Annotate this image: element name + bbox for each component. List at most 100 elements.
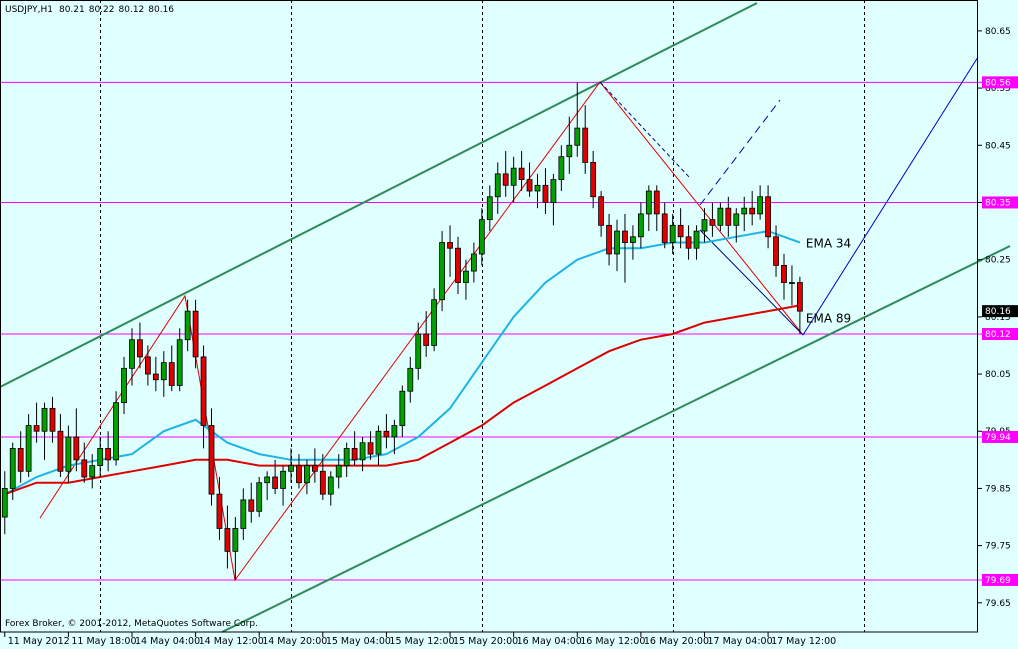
candle-body [304,465,310,484]
candle-body [765,196,771,238]
x-tick-label: 11 May 18:00 [71,636,136,647]
quote-low: 80.12 [119,5,145,15]
level-label-box [982,573,1018,586]
candle-body [645,190,652,215]
candle-body [192,310,199,358]
candle-body [375,430,382,455]
candle-body [343,448,350,466]
candle-body [423,333,430,346]
y-tick-label: 79.65 [985,599,1011,609]
level-label-box [982,430,1018,443]
quote-high: 80.22 [89,5,115,15]
candle-body [502,173,509,186]
zigzag [39,81,804,582]
candle-body [622,230,628,243]
x-tick-label: 17 May 04:00 [707,636,772,647]
level-label-box [982,76,1018,89]
candle-body [319,470,326,495]
candle-body [351,448,358,461]
candle-body [17,448,24,472]
candle-body [526,179,533,192]
y-tick-label: 80.65 [985,27,1011,37]
candle-body [288,465,294,472]
candle-body [176,339,183,386]
candle-body [725,207,732,226]
candle-body [200,356,207,426]
x-tick-label: 15 May 04:00 [326,636,391,647]
ema-line [4,230,801,496]
candle-body [137,339,143,358]
candle-body [653,190,660,215]
candle-body [590,162,597,198]
levels [0,81,1018,581]
candle-body [216,493,223,529]
candle-body [359,442,366,461]
candle-body [415,333,422,369]
moving-averages: EMA 34 EMA 89 [4,230,851,496]
candle-body [1,488,8,518]
candle-body [510,167,517,186]
x-tick-label: 15 May 12:00 [389,636,454,647]
candle-body [637,213,644,238]
header: USDJPY,H1 80.21 80.22 80.12 80.16 [5,5,174,15]
candle-body [478,219,485,255]
dashed-projection [699,99,781,206]
candle-body [789,282,795,284]
candle-body [470,253,477,272]
level-label: 80.35 [985,198,1011,208]
candle-body [558,156,565,180]
candle-body [272,476,279,489]
candle-body [518,167,525,180]
channel-upper [0,2,758,388]
candle-body [232,528,239,552]
candle-body [542,184,549,203]
candle-body [534,184,541,192]
candle-body [256,482,263,512]
x-tick-label: 11 May 2012 [8,636,70,647]
candle-body [391,425,398,438]
candle-body [49,407,56,432]
candle-body [57,430,64,472]
candle-body [574,127,581,146]
candle-body [168,362,175,386]
last-price-box [982,305,1018,318]
y-tick-label: 80.55 [985,84,1011,94]
candle-body [439,242,445,301]
ema-label: EMA 89 [806,311,851,325]
candle-body [65,436,72,472]
axes: 80.6580.5580.4580.3580.2580.1580.0579.95… [4,27,1018,647]
trend-line [699,229,804,336]
candle-body [113,402,119,461]
candle-body [152,373,159,381]
candle-body [9,448,16,489]
candle-body [669,224,676,243]
projection-line [802,56,979,336]
quote-open: 80.21 [59,5,85,15]
x-tick-label: 16 May 04:00 [517,636,582,647]
candle-body [184,310,191,341]
x-tick-label: 14 May 20:00 [262,636,327,647]
candle-body [598,196,605,226]
candle-body [447,242,453,249]
candle-body [311,465,318,472]
candle-body [25,425,32,472]
candle-body [630,236,636,243]
candle-body [399,390,406,426]
candle-body [105,448,112,461]
level-label: 79.94 [985,433,1011,443]
y-tick-label: 80.45 [985,141,1011,151]
plot-frame [0,0,978,633]
x-tick-label: 14 May 12:00 [199,636,264,647]
channel-lower [221,245,1011,633]
quote-close: 80.16 [148,5,174,15]
candle-body [248,499,255,512]
candle-body [41,407,48,432]
candle-body [121,367,127,404]
candle-body [455,247,461,283]
candle-body [89,465,96,478]
y-tick-label: 80.25 [985,256,1011,266]
candles [1,82,803,580]
candle-body [582,127,589,163]
candle-body [606,224,612,255]
